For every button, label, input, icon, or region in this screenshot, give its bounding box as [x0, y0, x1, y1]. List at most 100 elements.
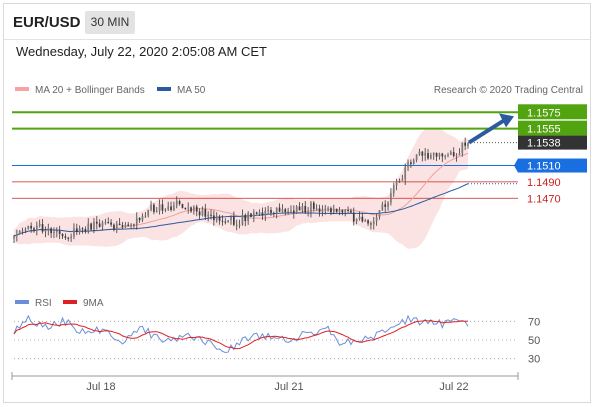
- rsi-line: [13, 314, 469, 354]
- candle-body: [195, 206, 198, 212]
- candle-body: [370, 223, 372, 225]
- ma9-legend-swatch: [63, 300, 77, 304]
- candle-body: [44, 230, 47, 232]
- candle-body: [321, 209, 324, 212]
- candle-body: [75, 228, 78, 233]
- candle-body: [267, 209, 269, 211]
- candle-body: [310, 202, 312, 212]
- candle-body: [233, 216, 235, 225]
- candle-body: [447, 154, 449, 156]
- rsi-legend-swatch: [15, 300, 29, 304]
- candle-body: [298, 206, 301, 211]
- ma50-legend-swatch: [157, 87, 171, 91]
- candle-body: [301, 205, 304, 211]
- timeframe-button[interactable]: 30 MIN: [85, 11, 135, 34]
- candle-body: [272, 212, 275, 214]
- resistance-label-0: 1.1575: [527, 107, 561, 119]
- candle-body: [161, 204, 164, 211]
- chart-timestamp: Wednesday, July 22, 2020 2:05:08 AM CET: [16, 44, 267, 59]
- candle-body: [327, 208, 329, 210]
- candle-body: [50, 228, 52, 234]
- candle-body: [312, 202, 315, 209]
- candle-body: [147, 209, 150, 216]
- candle-body: [198, 211, 201, 216]
- candle-body: [270, 209, 272, 213]
- candle-body: [141, 216, 144, 221]
- last-price-tag: [518, 135, 587, 150]
- ma20-legend-swatch: [15, 87, 29, 91]
- support-label-5: 1.1470: [527, 193, 561, 205]
- ma9-legend-label: 9MA: [83, 298, 104, 309]
- candle-body: [441, 153, 444, 157]
- candle-body: [181, 204, 184, 208]
- candle-body: [255, 212, 258, 214]
- candle-body: [64, 236, 67, 238]
- candle-body: [238, 224, 241, 226]
- candle-body: [81, 228, 84, 230]
- candle-body: [78, 228, 81, 233]
- candle-body: [421, 151, 424, 156]
- candle-body: [292, 210, 295, 214]
- candle-body: [392, 185, 395, 194]
- candle-body: [372, 221, 375, 225]
- candle-body: [30, 225, 32, 229]
- candle-body: [264, 210, 267, 216]
- candle-body: [315, 208, 318, 210]
- candle-body: [330, 208, 332, 213]
- candle-body: [227, 220, 230, 223]
- candle-body: [398, 180, 401, 182]
- candle-body: [347, 209, 349, 211]
- ma50-legend-label: MA 50: [177, 85, 206, 96]
- candle-body: [207, 214, 210, 217]
- candle-body: [35, 225, 38, 231]
- candle-body: [290, 210, 292, 212]
- candle-body: [284, 209, 287, 213]
- candle-body: [175, 201, 178, 206]
- candle-body: [338, 210, 341, 213]
- candle-body: [121, 225, 124, 227]
- candle-body: [358, 216, 361, 220]
- pivot-label: 1.1510: [527, 161, 561, 173]
- candle-body: [55, 231, 58, 233]
- candle-body: [278, 207, 281, 212]
- candle-body: [184, 207, 187, 209]
- resistance-tag-1: [518, 120, 587, 136]
- candle-body: [344, 209, 347, 213]
- rsi-tick-70: 70: [528, 316, 540, 328]
- chart-widget: EUR/USD 30 MIN Wednesday, July 22, 2020 …: [3, 3, 591, 403]
- candle-body: [367, 220, 369, 224]
- candle-body: [235, 224, 238, 226]
- candle-body: [58, 231, 61, 234]
- candle-body: [90, 223, 92, 230]
- chart-header: EUR/USD 30 MIN: [4, 4, 590, 40]
- candle-body: [444, 155, 447, 157]
- candle-body: [424, 153, 427, 156]
- candle-body: [95, 221, 98, 224]
- candle-body: [107, 222, 110, 224]
- last-price-label: 1.1538: [527, 138, 561, 150]
- candle-body: [224, 221, 227, 223]
- candle-body: [241, 214, 244, 225]
- candle-body: [204, 208, 207, 217]
- candle-body: [450, 152, 452, 155]
- candle-body: [61, 233, 64, 237]
- candle-body: [101, 222, 104, 227]
- candle-body: [387, 202, 389, 207]
- candle-body: [350, 210, 352, 213]
- resistance-tag-0: [518, 104, 587, 120]
- candle-body: [452, 152, 455, 157]
- candle-body: [352, 212, 355, 222]
- candle-body: [104, 222, 107, 224]
- candle-body: [438, 153, 441, 157]
- x-tick-label-2: Jul 22: [439, 381, 468, 393]
- candle-body: [144, 215, 147, 217]
- candle-body: [158, 204, 161, 211]
- candle-body: [124, 224, 127, 227]
- candle-body: [135, 217, 138, 225]
- candle-body: [53, 231, 55, 234]
- data-credit: Research © 2020 Trading Central: [434, 85, 583, 96]
- candle-body: [130, 224, 132, 227]
- candle-body: [318, 208, 321, 212]
- candle-body: [33, 228, 35, 231]
